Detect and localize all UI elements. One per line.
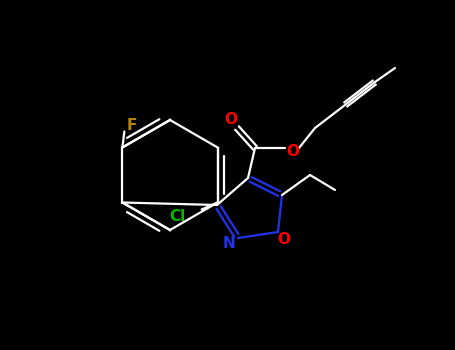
Text: F: F <box>126 118 137 133</box>
Text: Cl: Cl <box>169 209 186 224</box>
Text: O: O <box>224 112 238 127</box>
Text: O: O <box>287 144 299 159</box>
Text: N: N <box>222 237 235 252</box>
Text: O: O <box>278 232 290 247</box>
